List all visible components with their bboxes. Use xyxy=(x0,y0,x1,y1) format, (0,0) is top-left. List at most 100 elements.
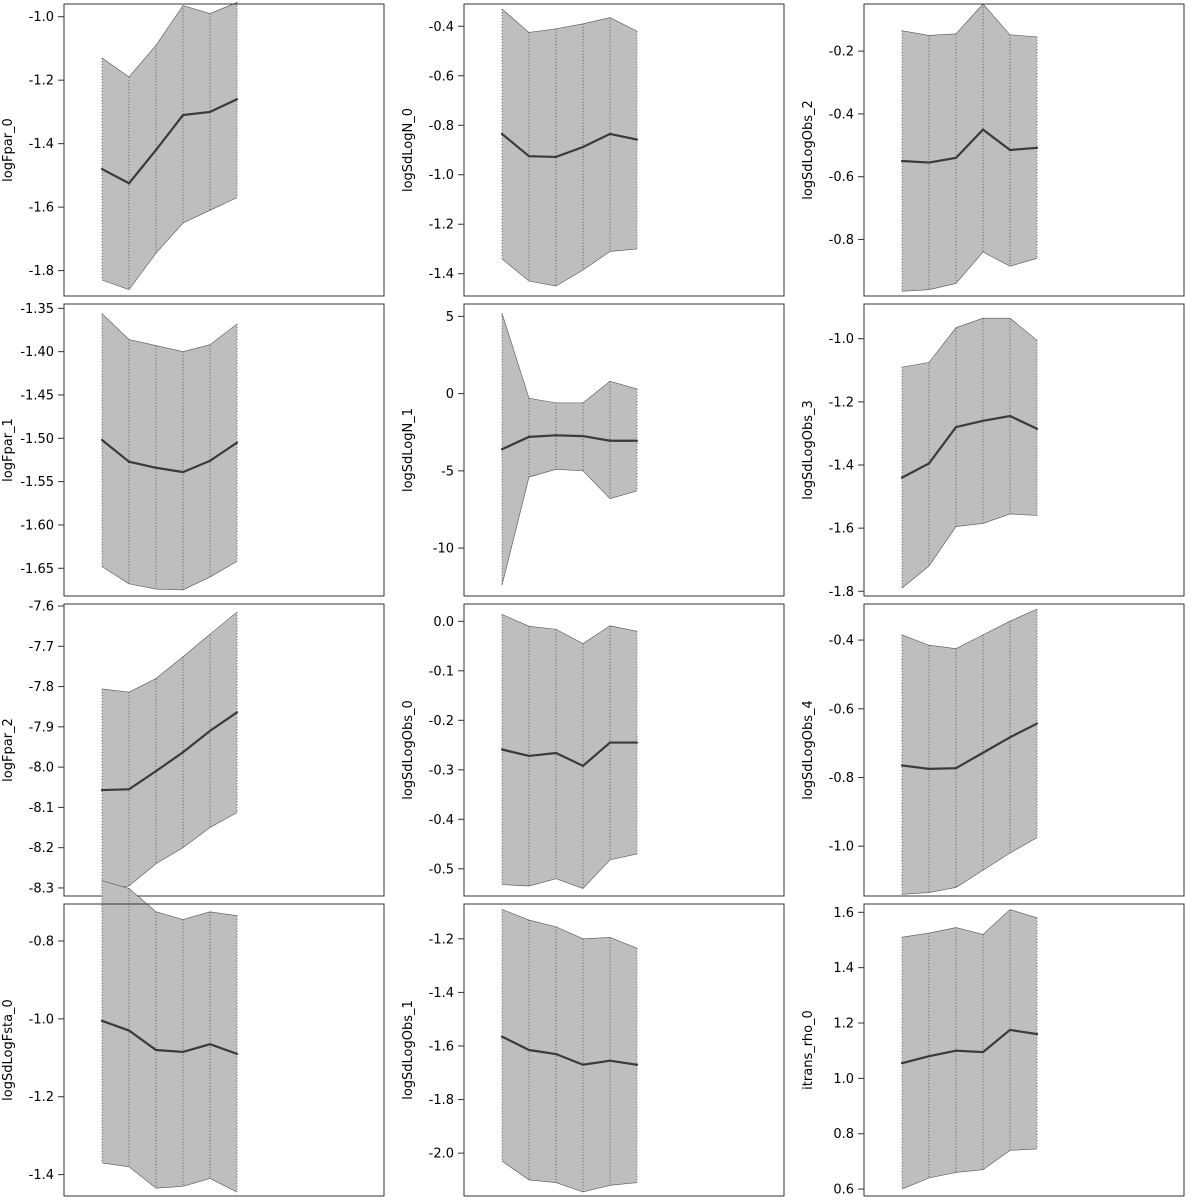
estimate-line xyxy=(101,1019,238,1055)
estimate-line xyxy=(501,434,637,451)
upper-bound-line xyxy=(901,909,1038,938)
estimate-point xyxy=(927,462,931,465)
chart-panel: 0.6 0.8 1.0 1.2 1.4 1.6 itrans_rho_0 xyxy=(801,903,1185,1198)
y-tick-label: -0.2 xyxy=(429,714,454,729)
y-tick-label: -1.55 xyxy=(20,475,54,490)
estimate-point xyxy=(581,434,585,438)
y-tick-label: -1.0 xyxy=(829,840,854,855)
y-tick-label: -1.0 xyxy=(29,10,54,25)
confidence-band xyxy=(902,909,1037,1190)
y-tick-label: -1.4 xyxy=(829,458,854,473)
estimate-point xyxy=(927,767,931,770)
estimate-point xyxy=(900,476,904,479)
plot-frame xyxy=(63,903,385,1197)
chart-panel: -1.4 -1.2 -1.0 -0.8 logSdLogFsta_0 xyxy=(1,880,385,1197)
estimate-point xyxy=(235,98,239,101)
upper-bound-line xyxy=(501,909,638,949)
estimate-point xyxy=(581,145,585,149)
y-tick-label: 0.8 xyxy=(833,1127,854,1142)
estimate-point xyxy=(208,459,212,462)
confidence-band xyxy=(502,614,637,889)
estimate-point xyxy=(635,1063,639,1066)
upper-bound-line xyxy=(901,317,1038,368)
plot-frame xyxy=(63,3,385,297)
plot-frame xyxy=(463,3,785,297)
confidence-band xyxy=(502,8,637,287)
y-axis-label: logFpar_0 xyxy=(1,118,16,182)
plot-frame xyxy=(863,903,1185,1197)
chart-panel: -1.65 -1.60 -1.55 -1.50 -1.45 -1.40 -1.35 logFp… xyxy=(1,302,385,597)
estimate-point xyxy=(100,438,104,442)
y-axis-label: logSdLogN_1 xyxy=(401,408,416,492)
lower-bound-line xyxy=(101,197,238,291)
estimate-point xyxy=(527,435,531,438)
estimate-point xyxy=(981,751,985,754)
y-tick-label: -1.8 xyxy=(29,264,54,279)
y-tick-label: -8.0 xyxy=(29,761,54,776)
estimate-point xyxy=(1008,148,1012,152)
y-tick-label: -7.8 xyxy=(29,680,54,695)
y-tick-label: -1.2 xyxy=(829,395,854,410)
estimate-point xyxy=(954,156,958,159)
estimate-point xyxy=(500,748,504,751)
y-axis-label: logSdLogN_0 xyxy=(401,108,416,192)
chart-panel: -2.0 -1.8 -1.6 -1.4 -1.2 logSdLogObs_1 xyxy=(401,903,785,1197)
y-tick-label: -0.8 xyxy=(829,233,854,248)
confidence-band xyxy=(502,313,637,586)
y-tick-label: -0.5 xyxy=(429,862,454,877)
y-tick-label: -1.6 xyxy=(29,201,54,216)
y-tick-label: -1.6 xyxy=(429,1039,454,1054)
estimate-point xyxy=(554,434,558,437)
estimate-point xyxy=(1035,146,1039,149)
estimate-point xyxy=(635,741,639,744)
y-tick-label: -8.2 xyxy=(29,841,54,856)
y-tick-label: 5 xyxy=(446,310,454,325)
confidence-band xyxy=(102,313,237,590)
estimate-point xyxy=(1008,414,1012,418)
estimate-point xyxy=(954,767,958,770)
estimate-point xyxy=(927,1055,931,1058)
estimate-point xyxy=(900,159,904,163)
y-tick-label: -1.8 xyxy=(829,585,854,600)
estimate-point xyxy=(181,470,185,474)
y-tick-label: -1.8 xyxy=(429,1093,454,1108)
chart-panel: -1.0 -0.8 -0.6 -0.4 logSdLogObs_4 xyxy=(801,603,1185,897)
estimate-line xyxy=(901,722,1038,770)
upper-bound-line xyxy=(101,611,238,693)
estimate-point xyxy=(981,128,985,131)
estimate-point xyxy=(581,764,585,767)
plot-frame xyxy=(463,603,785,897)
estimate-point xyxy=(181,751,185,754)
estimate-point xyxy=(1035,427,1039,430)
plot-frame xyxy=(463,903,785,1197)
confidence-band xyxy=(902,4,1037,292)
estimate-point xyxy=(500,1035,504,1038)
y-tick-label: -0.8 xyxy=(29,934,54,949)
chart-panel: -1.4 -1.2 -1.0 -0.8 -0.6 -0.4 logSdLogN_0 xyxy=(401,3,785,297)
y-tick-label: -1.35 xyxy=(20,302,54,317)
y-axis-label: logSdLogObs_2 xyxy=(801,100,816,200)
y-tick-label: -5 xyxy=(441,464,454,479)
lower-bound-line xyxy=(901,251,1038,292)
y-tick-label: -1.0 xyxy=(429,168,454,183)
plot-frame xyxy=(63,303,385,597)
estimate-point xyxy=(527,155,531,158)
chart-panel: -0.8 -0.6 -0.4 -0.2 logSdLogObs_2 xyxy=(801,3,1185,297)
estimate-point xyxy=(1035,1032,1039,1036)
upper-bound-line xyxy=(501,8,638,33)
upper-bound-line xyxy=(901,3,1038,38)
lower-bound-line xyxy=(901,837,1038,895)
upper-bound-line xyxy=(101,313,238,352)
y-tick-label: -0.3 xyxy=(429,763,454,778)
chart-panel: -0.5 -0.4 -0.3 -0.2 -0.1 0.0 logSdLogObs_0 xyxy=(401,603,785,897)
estimate-point xyxy=(608,132,612,136)
lower-bound-line xyxy=(501,853,638,889)
y-axis-label: logSdLogObs_0 xyxy=(401,700,416,800)
lower-bound-line xyxy=(101,812,238,892)
y-tick-label: -7.6 xyxy=(29,600,54,615)
estimate-point xyxy=(554,751,558,755)
estimate-point xyxy=(154,770,158,773)
y-axis-label: itrans_rho_0 xyxy=(801,1010,816,1090)
y-tick-label: -1.2 xyxy=(29,74,54,89)
y-tick-label: -0.6 xyxy=(429,69,454,84)
